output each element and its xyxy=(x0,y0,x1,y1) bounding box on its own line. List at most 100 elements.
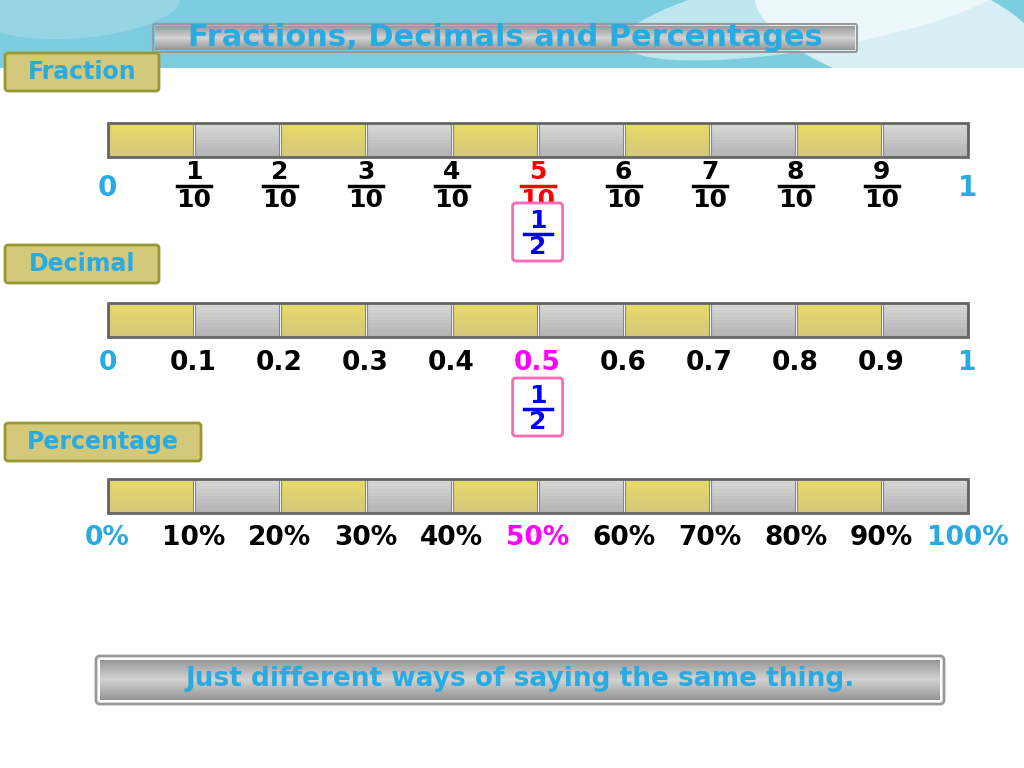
Bar xyxy=(711,303,795,306)
Bar xyxy=(109,154,193,157)
Bar xyxy=(453,303,537,337)
Bar xyxy=(539,482,623,486)
Bar xyxy=(109,144,193,147)
Text: Just different ways of saying the same thing.: Just different ways of saying the same t… xyxy=(185,666,855,692)
Text: 10: 10 xyxy=(864,188,899,212)
Bar xyxy=(883,130,967,133)
Text: 10%: 10% xyxy=(162,525,225,551)
Bar xyxy=(797,320,881,323)
Bar xyxy=(797,503,881,506)
Bar xyxy=(797,140,881,144)
Bar xyxy=(281,510,365,513)
Bar xyxy=(367,486,451,489)
Bar xyxy=(367,133,451,137)
Bar xyxy=(883,123,967,127)
Bar xyxy=(367,154,451,157)
Bar xyxy=(883,137,967,140)
Bar xyxy=(281,492,365,496)
Bar xyxy=(625,140,709,144)
Bar xyxy=(100,676,940,677)
Bar xyxy=(711,313,795,316)
Bar xyxy=(367,127,451,130)
Bar xyxy=(109,151,193,154)
Bar xyxy=(109,506,193,510)
Bar xyxy=(0,0,1024,68)
Bar xyxy=(539,486,623,489)
Bar xyxy=(195,127,279,130)
Bar xyxy=(100,661,940,662)
Bar xyxy=(797,479,881,482)
FancyBboxPatch shape xyxy=(513,203,562,261)
Bar xyxy=(195,330,279,333)
Bar xyxy=(195,123,279,127)
Bar xyxy=(367,130,451,133)
Bar xyxy=(883,479,967,482)
Bar xyxy=(195,313,279,316)
Bar xyxy=(797,130,881,133)
Bar xyxy=(367,320,451,323)
Bar xyxy=(281,123,365,157)
Bar xyxy=(281,323,365,327)
Text: 100%: 100% xyxy=(927,525,1009,551)
Bar xyxy=(281,127,365,130)
Bar xyxy=(711,320,795,323)
Bar xyxy=(539,496,623,499)
Bar xyxy=(281,506,365,510)
Bar xyxy=(625,313,709,316)
Bar xyxy=(711,506,795,510)
Text: 0.7: 0.7 xyxy=(686,350,733,376)
Bar xyxy=(109,323,193,327)
Bar xyxy=(539,479,623,513)
Bar xyxy=(539,510,623,513)
Text: 10: 10 xyxy=(692,188,727,212)
Bar xyxy=(883,482,967,486)
Bar xyxy=(711,510,795,513)
Text: 10: 10 xyxy=(262,188,297,212)
Bar xyxy=(883,313,967,316)
Bar xyxy=(367,492,451,496)
Bar xyxy=(281,140,365,144)
Bar xyxy=(711,496,795,499)
Bar xyxy=(625,486,709,489)
Bar xyxy=(625,496,709,499)
Bar xyxy=(625,303,709,337)
Bar xyxy=(367,333,451,337)
Bar xyxy=(711,333,795,337)
Bar xyxy=(100,670,940,671)
Bar xyxy=(453,313,537,316)
Bar xyxy=(281,327,365,330)
Bar xyxy=(109,510,193,513)
Bar xyxy=(625,327,709,330)
Bar xyxy=(539,320,623,323)
Bar xyxy=(453,479,537,482)
Text: 2: 2 xyxy=(529,235,546,259)
Bar xyxy=(109,499,193,503)
Bar xyxy=(281,313,365,316)
Bar xyxy=(883,303,967,337)
Text: 1: 1 xyxy=(528,384,547,408)
Bar xyxy=(367,506,451,510)
Bar xyxy=(100,665,940,666)
Bar xyxy=(711,492,795,496)
Bar xyxy=(883,489,967,492)
Text: 6: 6 xyxy=(615,160,632,184)
Bar xyxy=(109,130,193,133)
Text: 0.6: 0.6 xyxy=(600,350,647,376)
Bar xyxy=(367,510,451,513)
Bar xyxy=(100,672,940,673)
Bar xyxy=(797,499,881,503)
Bar xyxy=(711,303,795,337)
Text: Percentage: Percentage xyxy=(27,430,179,454)
Bar xyxy=(109,310,193,313)
Bar xyxy=(625,482,709,486)
Bar xyxy=(539,323,623,327)
Bar xyxy=(109,486,193,489)
Bar xyxy=(100,693,940,694)
Bar xyxy=(883,503,967,506)
Bar xyxy=(711,499,795,503)
Bar xyxy=(883,123,967,157)
Bar xyxy=(711,130,795,133)
Bar xyxy=(797,313,881,316)
Bar xyxy=(195,154,279,157)
Bar xyxy=(711,486,795,489)
